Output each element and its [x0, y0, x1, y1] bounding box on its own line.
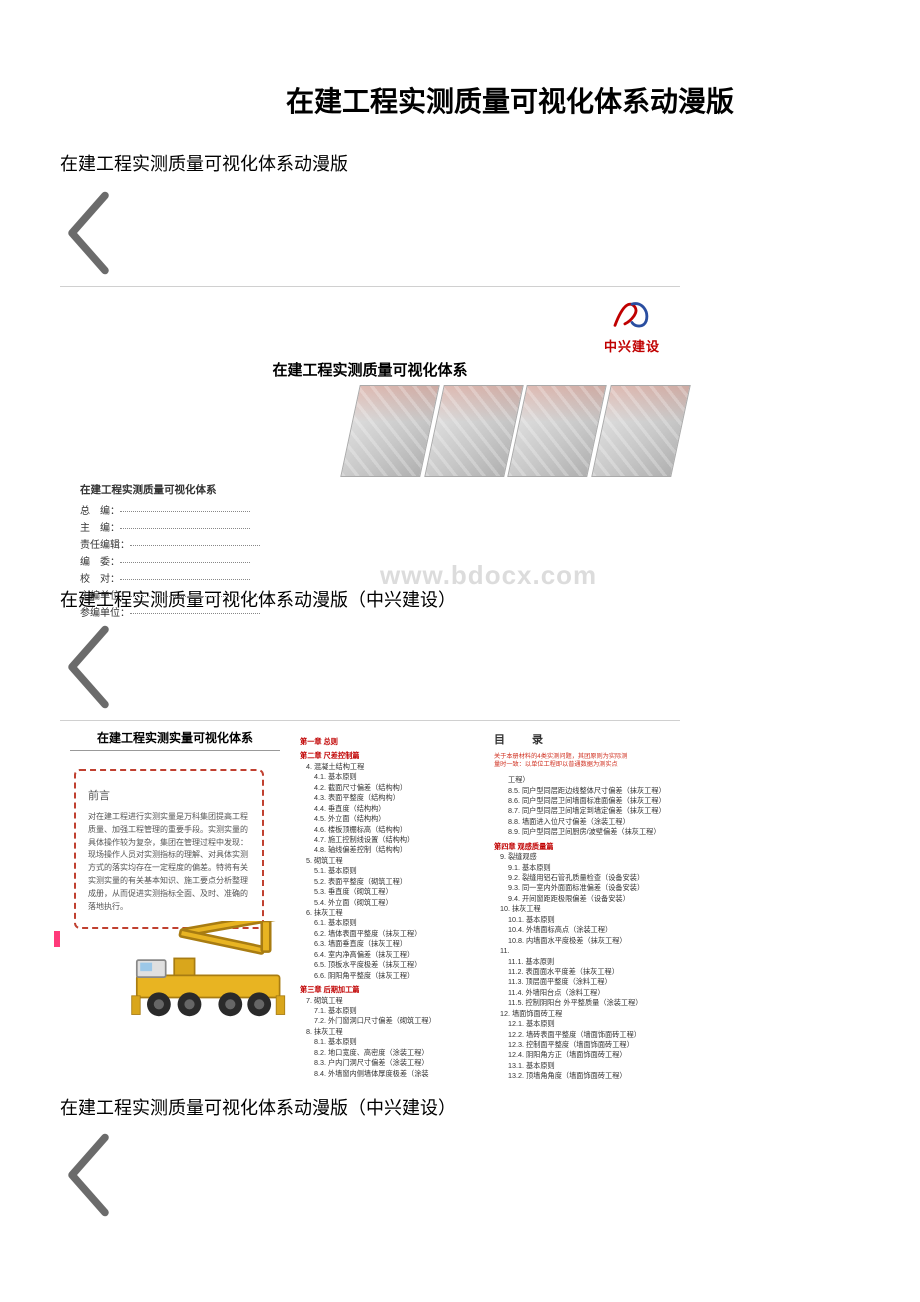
logo: 中兴建设: [604, 297, 660, 355]
toc-sub: 11.2. 表面面水平度差（抹灰工程）: [494, 967, 670, 977]
toc-sub: 8.3. 户内门洞尺寸偏差（涂装工程）: [300, 1058, 476, 1068]
meta-row: 主编单位：: [80, 588, 260, 605]
toc-sub: 8.7. 同户型同层卫间墙定到墙定偏差（抹灰工程）: [494, 806, 670, 816]
chevron-left-icon[interactable]: [60, 622, 120, 702]
toc-sub: 10.8. 内墙面水平度极差（抹灰工程）: [494, 936, 670, 946]
toc-sub: 4.3. 表面平整度（结构构）: [300, 793, 476, 803]
toc-sub: 9.4. 开间窗距距极限偏差（设备安装）: [494, 894, 670, 904]
slide-toc: 在建工程实测实量可视化体系 前言 对在建工程进行实测实量是万科集团提高工程质量、…: [60, 720, 680, 1040]
preface-stamp: 前言 对在建工程进行实测实量是万科集团提高工程质量、加强工程管理的重要手段。实测…: [74, 769, 264, 929]
toc-sub: 10.4. 外墙面标高点（涂装工程）: [494, 925, 670, 935]
toc-sub: 11.4. 外墙阳台点（涂料工程）: [494, 988, 670, 998]
toc-sub: 11.3. 顶层面平整度（涂料工程）: [494, 977, 670, 987]
pink-tab-icon: [54, 931, 60, 947]
cover-meta: 在建工程实测质量可视化体系 总 编： 主 编： 责任编辑： 编 委： 校 对： …: [80, 482, 260, 622]
toc-sub: 8.4. 外墙窗内侧墙体厚度极差（涂装: [300, 1069, 476, 1079]
toc-sub: 6.4. 室内净高偏差（抹灰工程）: [300, 950, 476, 960]
toc-sub: 11.5. 控制阴阳台 外平整质量（涂装工程）: [494, 998, 670, 1008]
toc-heading: 第二章 尺差控制篇: [300, 751, 476, 761]
toc-sub: 8.1. 基本原则: [300, 1037, 476, 1047]
toc-sub: 9.3. 同一室内外面面标准偏差（设备安装）: [494, 883, 670, 893]
toc-sub: 8.6. 同户型同层卫间墙面标准面偏差（抹灰工程）: [494, 796, 670, 806]
pump-truck-icon: [130, 921, 300, 1031]
toc-sub: 8.2. 地口宽度、高密度（涂装工程）: [300, 1048, 476, 1058]
cover-title: 在建工程实测质量可视化体系: [60, 359, 680, 380]
toc-note: 关于本册材料的4类实测问题，其团原则为实际测 量时一致：以单位工程即以普通数据为…: [494, 753, 670, 769]
toc-item: 4. 混凝土结构工程: [300, 762, 476, 772]
hero-image: [350, 385, 680, 477]
toc-sub: 8.9. 同户型同层卫间厨房/波壁偏差（抹灰工程）: [494, 827, 670, 837]
page-title: 在建工程实测质量可视化体系动漫版: [160, 80, 860, 120]
logo-text: 中兴建设: [604, 336, 660, 355]
meta-row: 校 对：: [80, 571, 260, 588]
toc: 第一章 总则 第二章 尺差控制篇 4. 混凝土结构工程 4.1. 基本原则 4.…: [300, 733, 670, 1030]
toc-sub: 6.1. 基本原则: [300, 918, 476, 928]
toc-item: 8. 抹灰工程: [300, 1027, 476, 1037]
toc-sub: 工程）: [494, 775, 670, 785]
toc-sub: 11.1. 基本原则: [494, 957, 670, 967]
meta-row: 总 编：: [80, 503, 260, 520]
toc-col-1: 第一章 总则 第二章 尺差控制篇 4. 混凝土结构工程 4.1. 基本原则 4.…: [300, 733, 476, 1030]
toc-sub: 4.1. 基本原则: [300, 772, 476, 782]
meta-row: 责任编辑：: [80, 537, 260, 554]
toc-item: 10. 抹灰工程: [494, 904, 670, 914]
toc-item: 12. 墙面饰面砖工程: [494, 1009, 670, 1019]
toc-sub: 5.4. 外立面（砌筑工程）: [300, 898, 476, 908]
preface-title: 前言: [88, 787, 250, 803]
caption-1: 在建工程实测质量可视化体系动漫版: [60, 150, 860, 176]
toc-sub: 12.3. 控制面平整度（墙面饰面砖工程）: [494, 1040, 670, 1050]
toc-sub: 4.5. 外立面（结构构）: [300, 814, 476, 824]
toc-item: 6. 抹灰工程: [300, 908, 476, 918]
toc-sub: 13.2. 顶墙角角度（墙面饰面砖工程）: [494, 1071, 670, 1081]
toc-sub: 13.1. 基本原则: [494, 1061, 670, 1071]
toc-sub: 9.1. 基本原则: [494, 863, 670, 873]
toc-sub: 5.2. 表面平整度（砌筑工程）: [300, 877, 476, 887]
toc-sub: 12.1. 基本原则: [494, 1019, 670, 1029]
toc-sub: 6.2. 墙体表面平整度（抹灰工程）: [300, 929, 476, 939]
toc-sub: 6.5. 顶板水平度极差（抹灰工程）: [300, 960, 476, 970]
toc-sub: 4.7. 施工控制线设置（结构构）: [300, 835, 476, 845]
slide2-title: 在建工程实测实量可视化体系: [70, 721, 280, 751]
toc-sub: 6.3. 墙面垂直度（抹灰工程）: [300, 939, 476, 949]
toc-sub: 10.1. 基本原则: [494, 915, 670, 925]
toc-sub: 9.2. 裂缝用铝石管孔质量检查（设备安装）: [494, 873, 670, 883]
toc-item: 9. 裂缝观感: [494, 852, 670, 862]
toc-sub: 4.8. 轴线偏差控制（结构构）: [300, 845, 476, 855]
toc-sub: 7.2. 外门窗洞口尺寸偏差（砌筑工程）: [300, 1016, 476, 1026]
meta-row: 参编单位：: [80, 605, 260, 622]
toc-sub: 5.3. 垂直度（砌筑工程）: [300, 887, 476, 897]
toc-sub: 12.2. 墙砖表面平整度（墙面饰面砖工程）: [494, 1030, 670, 1040]
toc-heading: 第一章 总则: [300, 737, 476, 747]
toc-sub: 8.8. 墙面进入位尺寸偏差（涂装工程）: [494, 817, 670, 827]
toc-sub: 6.6. 阴阳角平整度（抹灰工程）: [300, 971, 476, 981]
toc-item: 11.: [494, 946, 670, 956]
toc-sub: 4.2. 截面尺寸偏差（结构构）: [300, 783, 476, 793]
cover-meta-title: 在建工程实测质量可视化体系: [80, 482, 260, 500]
logo-icon: [604, 297, 660, 336]
toc-item: 5. 砌筑工程: [300, 856, 476, 866]
meta-row: 编 委：: [80, 554, 260, 571]
toc-heading: 第三章 后期加工篇: [300, 985, 476, 995]
toc-heading: 第四章 观感质量篇: [494, 842, 670, 852]
toc-item: 7. 砌筑工程: [300, 996, 476, 1006]
toc-sub: 5.1. 基本原则: [300, 866, 476, 876]
toc-sub: 8.5. 同户型同层距边线整体尺寸偏差（抹灰工程）: [494, 786, 670, 796]
toc-title: 目 录: [494, 733, 670, 749]
toc-sub: 4.4. 垂直度（结构构）: [300, 804, 476, 814]
slide-cover: 中兴建设 在建工程实测质量可视化体系 在建工程实测质量可视化体系 总 编： 主 …: [60, 286, 680, 566]
meta-row: 主 编：: [80, 520, 260, 537]
toc-sub: 7.1. 基本原则: [300, 1006, 476, 1016]
toc-col-2: 目 录 关于本册材料的4类实测问题，其团原则为实际测 量时一致：以单位工程即以普…: [494, 733, 670, 1030]
preface-body: 对在建工程进行实测实量是万科集团提高工程质量、加强工程管理的重要手段。实测实量的…: [88, 811, 250, 913]
chevron-left-icon[interactable]: [60, 188, 120, 268]
caption-3: 在建工程实测质量可视化体系动漫版（中兴建设）: [60, 1094, 860, 1120]
toc-sub: 4.6. 楼板顶棚标高（结构构）: [300, 825, 476, 835]
chevron-left-icon[interactable]: [60, 1130, 120, 1210]
toc-sub: 12.4. 阴阳角方正（墙面饰面砖工程）: [494, 1050, 670, 1060]
